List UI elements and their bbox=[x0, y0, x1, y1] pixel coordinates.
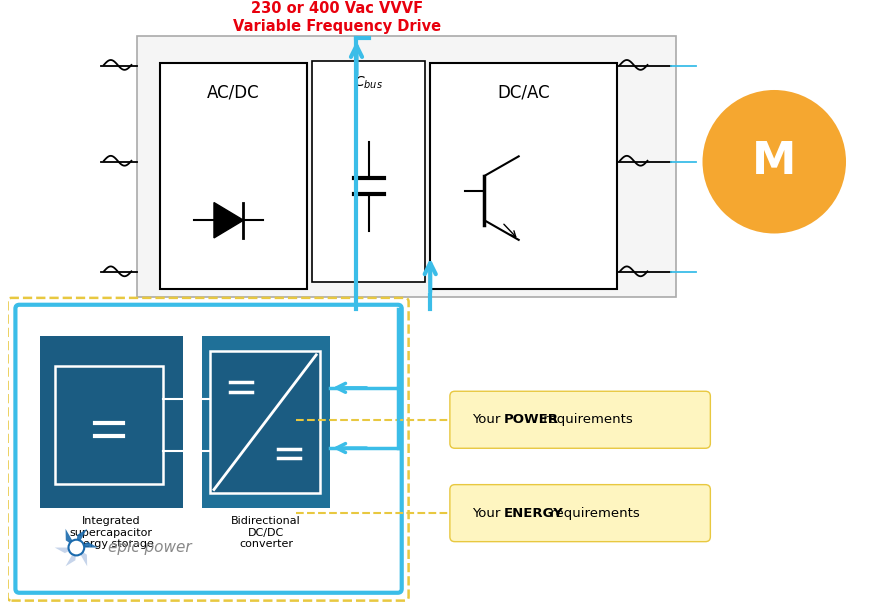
Polygon shape bbox=[76, 529, 87, 548]
FancyBboxPatch shape bbox=[40, 336, 183, 508]
Circle shape bbox=[703, 90, 846, 233]
FancyBboxPatch shape bbox=[450, 391, 711, 448]
Text: POWER: POWER bbox=[504, 413, 559, 426]
Text: DC/AC: DC/AC bbox=[497, 83, 550, 101]
Polygon shape bbox=[214, 203, 244, 238]
FancyBboxPatch shape bbox=[15, 305, 401, 593]
Polygon shape bbox=[66, 548, 76, 566]
FancyBboxPatch shape bbox=[210, 351, 320, 493]
Polygon shape bbox=[76, 542, 98, 548]
Text: ENERGY: ENERGY bbox=[504, 507, 563, 520]
Text: requirements: requirements bbox=[547, 507, 641, 520]
Text: requirements: requirements bbox=[540, 413, 633, 426]
Text: Integrated
supercapacitor
energy storage: Integrated supercapacitor energy storage bbox=[69, 516, 153, 549]
Text: Bidirectional
DC/DC
converter: Bidirectional DC/DC converter bbox=[231, 516, 301, 549]
Polygon shape bbox=[55, 548, 76, 553]
FancyBboxPatch shape bbox=[137, 36, 676, 297]
FancyBboxPatch shape bbox=[431, 63, 617, 289]
Polygon shape bbox=[66, 529, 76, 548]
FancyBboxPatch shape bbox=[312, 61, 425, 282]
Circle shape bbox=[68, 540, 84, 555]
Polygon shape bbox=[76, 548, 87, 566]
Text: Variable Frequency Drive: Variable Frequency Drive bbox=[232, 19, 440, 34]
FancyBboxPatch shape bbox=[450, 485, 711, 541]
FancyBboxPatch shape bbox=[202, 336, 330, 508]
FancyBboxPatch shape bbox=[159, 63, 307, 289]
Text: M: M bbox=[752, 140, 797, 183]
Text: epic power: epic power bbox=[108, 540, 191, 555]
Text: Your: Your bbox=[472, 507, 505, 520]
Text: AC/DC: AC/DC bbox=[207, 83, 260, 101]
Text: 230 or 400 Vac VVVF: 230 or 400 Vac VVVF bbox=[251, 1, 423, 16]
Text: Your: Your bbox=[472, 413, 505, 426]
Text: $C_{bus}$: $C_{bus}$ bbox=[354, 74, 384, 91]
